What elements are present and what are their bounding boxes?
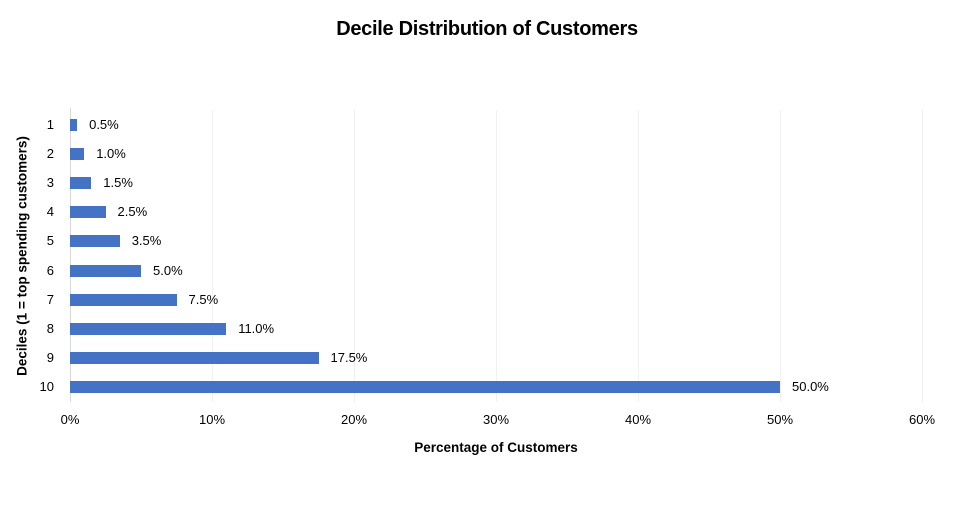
gridline	[638, 110, 639, 402]
bar-value-label: 2.5%	[117, 204, 148, 220]
y-tick-label: 5	[46, 233, 54, 249]
y-tick-label: 4	[46, 204, 54, 220]
x-tick-label: 50%	[766, 412, 794, 427]
y-tick-label: 3	[46, 175, 54, 190]
bar-value-label: 3.5%	[131, 233, 162, 249]
bar-decile-7	[70, 293, 177, 306]
bar-decile-9	[70, 352, 319, 365]
x-tick-label: 40%	[624, 412, 652, 427]
y-tick-label: 10	[39, 379, 54, 395]
bar-value-label: 1.0%	[96, 145, 126, 161]
bar-decile-8	[70, 323, 227, 335]
bar-value-label: 11.0%	[238, 321, 275, 336]
bar-decile-3	[70, 177, 92, 189]
gridline	[780, 110, 781, 402]
gridline	[354, 110, 355, 402]
y-tick-label: 9	[46, 350, 54, 366]
plot-area: 0.5% 1.0% 1.5% 2.5% 3.5% 5.0% 7.5% 11.0% 17.5% 50…	[70, 110, 923, 402]
bar-value-label: 50.0%	[792, 379, 829, 395]
y-tick-label: 6	[46, 262, 54, 278]
x-axis-tick-labels: 0% 10% 20% 30% 40% 50% 60%	[61, 412, 935, 430]
y-tick-label: 1	[46, 116, 54, 132]
bar-value-label: 5.0%	[153, 262, 183, 278]
y-tick-label: 2	[46, 145, 54, 161]
y-axis-category-labels: 1 2 3 4 5 6 7 8 9 10	[0, 110, 62, 402]
x-tick-label: 0%	[60, 412, 80, 427]
x-tick-label: 10%	[198, 412, 226, 427]
bar-value-label: 1.5%	[103, 175, 133, 190]
bar-value-label: 7.5%	[188, 291, 219, 307]
x-tick-label: 30%	[482, 412, 510, 427]
bar-decile-5	[70, 235, 120, 248]
y-axis-line	[70, 108, 71, 402]
chart-title: Decile Distribution of Customers	[336, 18, 638, 40]
gridline	[212, 110, 213, 402]
bar-decile-2	[70, 147, 85, 160]
gridline	[922, 110, 923, 402]
bar-decile-6	[70, 264, 141, 277]
x-tick-label: 20%	[340, 412, 368, 427]
gridline	[496, 110, 497, 402]
bar-value-label: 0.5%	[89, 116, 119, 132]
bar-decile-1	[70, 118, 78, 131]
bar-decile-10	[70, 381, 780, 394]
y-tick-label: 8	[46, 321, 54, 336]
x-tick-label: 60%	[908, 412, 936, 427]
bar-value-label: 17.5%	[330, 350, 368, 366]
bar-decile-4	[70, 206, 106, 219]
y-tick-label: 7	[46, 291, 54, 307]
x-axis-title: Percentage of Customers	[414, 440, 578, 455]
